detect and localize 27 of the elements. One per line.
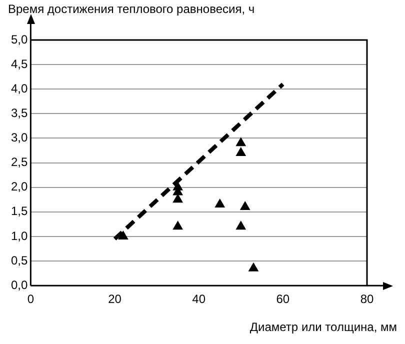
y-tick-label: 3,0	[10, 130, 28, 145]
x-tick-label: 80	[360, 292, 374, 306]
x-tick-label: 40	[192, 292, 206, 306]
point	[240, 202, 250, 210]
x-tick-label: 0	[27, 292, 34, 306]
y-tick-label: 5,0	[10, 32, 28, 46]
y-tick-label: 3,5	[10, 106, 28, 120]
y-tick-label: 4,0	[10, 81, 28, 96]
point	[118, 230, 128, 240]
point	[248, 262, 258, 272]
point	[172, 194, 183, 203]
y-tick-label: 2,0	[10, 180, 28, 194]
point	[172, 221, 183, 230]
y-tick-label: 0,0	[10, 278, 28, 292]
y-tick-label: 1,5	[10, 204, 28, 218]
x-axis-title: Диаметр или толщина, мм	[250, 320, 397, 334]
x-tick-label: 20	[108, 292, 122, 306]
point	[236, 221, 246, 230]
x-tick-label: 60	[276, 292, 290, 306]
point	[236, 147, 246, 156]
point	[215, 199, 225, 208]
y-tick-label: 0,5	[10, 253, 28, 268]
point	[236, 138, 246, 146]
y-axis-title: Время достижения теплового равновесия, ч	[8, 2, 255, 16]
y-tick-label: 2,5	[10, 155, 28, 170]
y-tick-label: 1,0	[10, 228, 28, 243]
y-tick-label: 4,5	[10, 56, 28, 71]
